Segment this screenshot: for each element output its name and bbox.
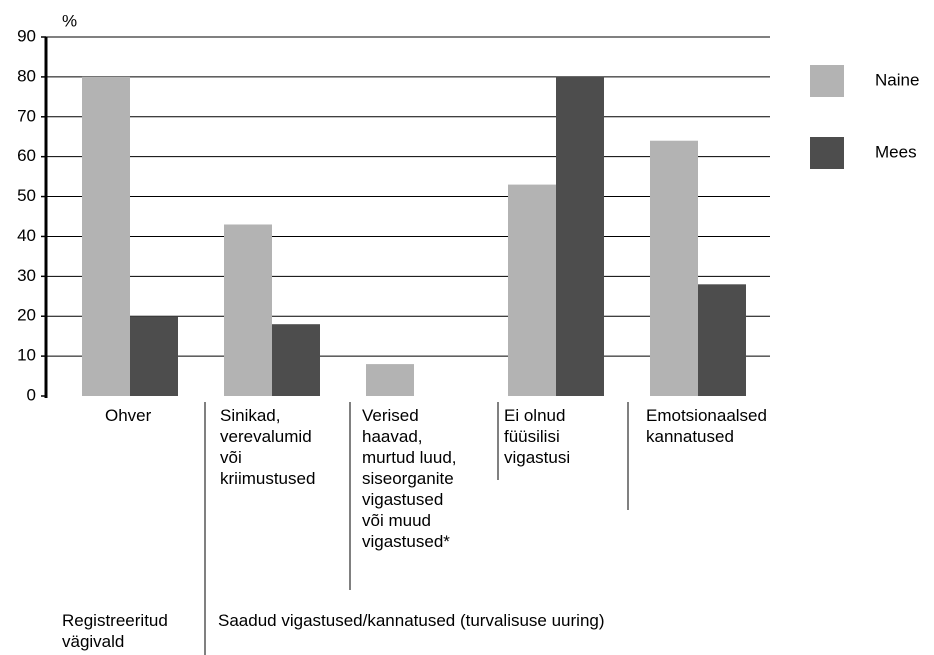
y-tick-label: 90: [17, 26, 36, 45]
legend-swatch: [810, 65, 844, 97]
y-tick-label: 60: [17, 146, 36, 165]
y-tick-label: 10: [17, 346, 36, 365]
y-tick-label: 70: [17, 106, 36, 125]
bar: [82, 76, 130, 396]
legend-label: Mees: [875, 142, 917, 161]
bar: [130, 316, 178, 396]
bar: [272, 324, 320, 396]
bar: [366, 364, 414, 396]
y-tick-label: 80: [17, 66, 36, 85]
bar: [508, 184, 556, 396]
x-tick-label: Sinikad, verevalumid või kriimustused: [220, 406, 316, 488]
y-tick-label: 20: [17, 306, 36, 325]
group-label: Saadud vigastused/kannatused (turvalisus…: [218, 611, 605, 630]
bar: [556, 76, 604, 396]
group-label: Registreeritud vägivald: [62, 611, 168, 651]
bar: [224, 224, 272, 396]
legend-swatch: [810, 137, 844, 169]
y-tick-label: 30: [17, 266, 36, 285]
y-tick-label: 0: [27, 385, 36, 404]
x-tick-label: Ohver: [105, 406, 152, 425]
legend-label: Naine: [875, 70, 919, 89]
bar: [650, 140, 698, 396]
x-tick-label: Verised haavad, murtud luud, siseorganit…: [362, 406, 457, 551]
y-tick-label: 40: [17, 226, 36, 245]
x-tick-label: Emotsionaalsed kannatused: [646, 406, 767, 446]
y-axis-label: %: [62, 11, 77, 30]
x-tick-label: Ei olnud füüsilisi vigastusi: [504, 406, 571, 467]
bar: [698, 284, 746, 396]
y-tick-label: 50: [17, 186, 36, 205]
